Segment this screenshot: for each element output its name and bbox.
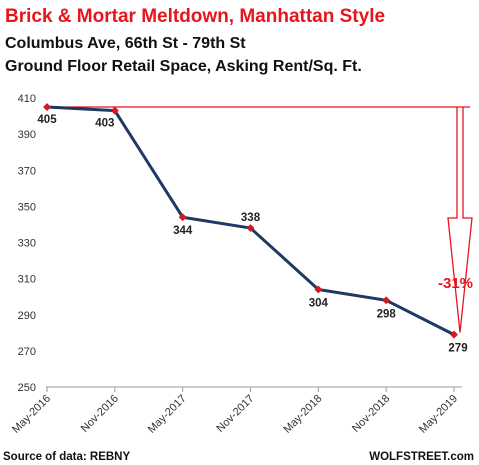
data-label: 279 [448, 343, 467, 355]
x-axis: May-2016 Nov-2016 May-2017 Nov-2017 May-2018… [10, 386, 462, 436]
y-tick-label: 390 [18, 129, 36, 141]
y-axis: 250 270 290 310 330 350 370 390 410 [18, 93, 36, 394]
y-tick-label: 410 [18, 93, 36, 105]
data-label: 298 [377, 308, 397, 320]
data-point [178, 213, 187, 222]
data-point [246, 224, 255, 233]
x-tick-label: May-2016 [10, 393, 53, 436]
x-tick-label: Nov-2017 [214, 393, 256, 435]
data-label: 344 [173, 225, 193, 237]
y-tick-label: 270 [18, 346, 36, 358]
decline-arrow-shape [447, 107, 473, 333]
decline-annotation: -31% [438, 275, 473, 292]
data-label: 403 [95, 118, 114, 130]
y-tick-label: 350 [18, 201, 36, 213]
x-tick-label: May-2019 [417, 393, 460, 436]
data-point [43, 103, 51, 111]
chart-subtitle-1: Columbus Ave, 66th St - 79th St [5, 35, 246, 52]
x-tick-label: Nov-2016 [79, 393, 121, 435]
y-tick-label: 250 [18, 382, 36, 394]
data-point [382, 296, 391, 305]
data-label: 304 [309, 297, 329, 309]
y-tick-label: 370 [18, 165, 36, 177]
data-point [110, 106, 119, 115]
y-tick-label: 330 [18, 238, 36, 250]
x-tick-label: May-2017 [146, 393, 189, 436]
chart-title: Brick & Mortar Meltdown, Manhattan Style [5, 6, 385, 27]
y-tick-label: 310 [18, 274, 36, 286]
data-label: 405 [37, 114, 57, 126]
data-label: 338 [241, 212, 261, 224]
x-tick-label: Nov-2018 [350, 393, 392, 435]
decline-arrow [447, 107, 473, 333]
source-note: Source of data: REBNY [3, 451, 130, 463]
y-tick-label: 290 [18, 310, 36, 322]
x-tick-label: May-2018 [281, 393, 324, 436]
chart-subtitle-2: Ground Floor Retail Space, Asking Rent/S… [5, 58, 362, 75]
data-point [450, 330, 458, 339]
plot-area: 405 403 344 338 304 298 279 [37, 103, 468, 355]
credit-note: WOLFSTREET.com [369, 451, 474, 463]
data-point [314, 285, 323, 294]
